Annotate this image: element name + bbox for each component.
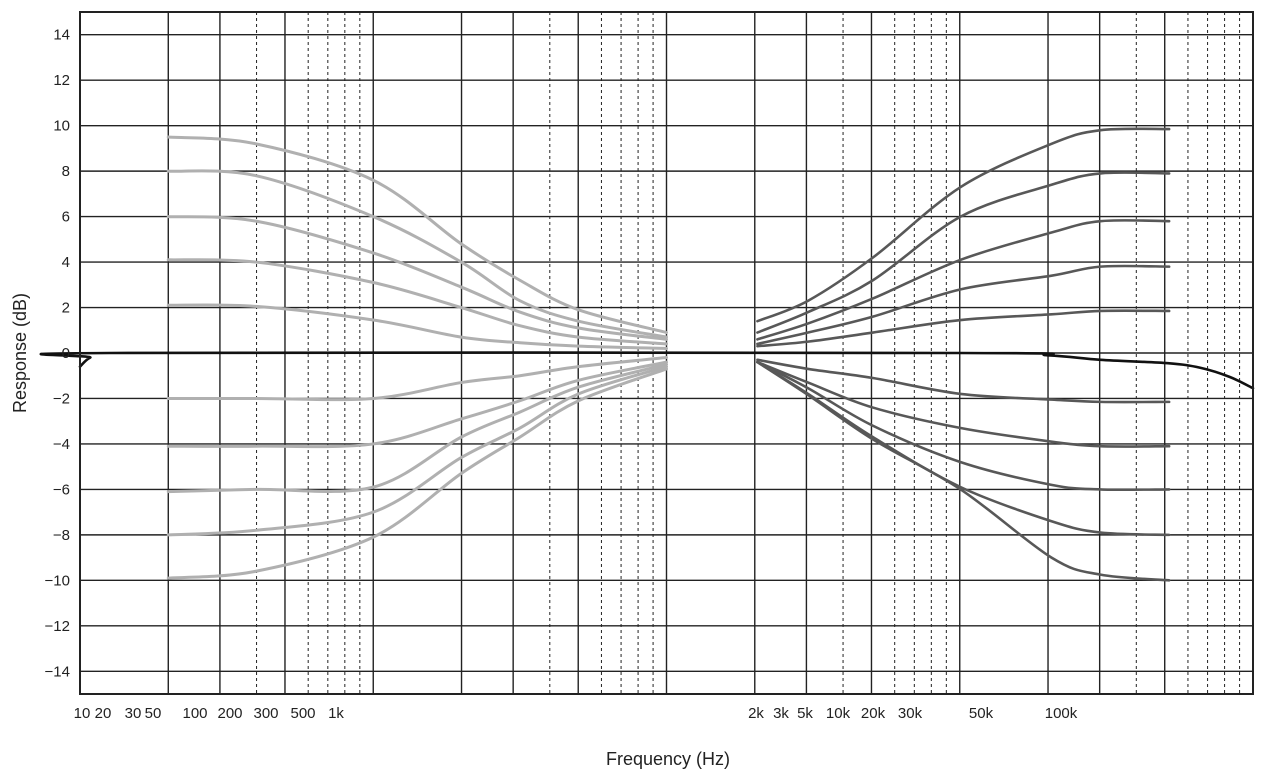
y-tick-label: −10 — [45, 572, 70, 589]
low-shelf-curve — [166, 135, 668, 335]
y-tick-label: 4 — [62, 254, 70, 271]
y-tick-label: 2 — [62, 300, 70, 317]
x-tick-label: 100 — [182, 705, 207, 722]
x-tick-label: 30k — [898, 705, 923, 722]
y-tick-label: −12 — [45, 618, 70, 635]
x-tick-label: 2k — [748, 705, 764, 722]
y-axis-title: Response (dB) — [10, 293, 30, 413]
low-shelf-curve — [166, 356, 668, 402]
x-tick-label: 300 — [253, 705, 278, 722]
x-tick-label: 50k — [969, 705, 994, 722]
low-shelf-curve — [166, 365, 668, 537]
y-tick-labels: 14 12 10 8 6 4 2 0 −2 −4 −6 −8 −10 −12 −14 — [45, 27, 70, 681]
y-tick-label: 14 — [53, 27, 70, 44]
low-shelf-curve — [166, 258, 668, 346]
low-shelf-curve — [166, 360, 668, 449]
high-shelf-curve — [756, 358, 1171, 404]
curves — [39, 127, 1255, 582]
x-tick-label: 100k — [1045, 705, 1078, 722]
x-tick-label: 200 — [217, 705, 242, 722]
high-shelf-curve — [756, 264, 1171, 346]
x-tick-label: 10 — [74, 705, 91, 722]
low-shelf-curve — [166, 169, 668, 339]
x-tick-label: 20 — [95, 705, 112, 722]
x-tick-label: 1k — [328, 705, 344, 722]
high-shelf-curve — [756, 360, 1171, 582]
high-shelf-curve — [756, 360, 1171, 492]
x-tick-label: 20k — [861, 705, 886, 722]
y-tick-label: −4 — [53, 436, 70, 453]
x-tick-labels: 10 20 30 50 100 200 300 500 1k 2k 3k 5k 10k 20k 30k 50k… — [74, 705, 1078, 722]
x-tick-label: 5k — [797, 705, 813, 722]
flat-curve — [39, 351, 1255, 390]
x-tick-label: 30 — [125, 705, 142, 722]
high-shelf-curve — [756, 360, 1171, 448]
y-tick-label: 6 — [62, 209, 70, 226]
low-shelf-curve — [166, 362, 668, 494]
y-tick-label: 0 — [62, 345, 70, 362]
x-axis-title: Frequency (Hz) — [606, 749, 730, 769]
x-tick-label: 10k — [826, 705, 851, 722]
y-tick-label: −2 — [53, 390, 70, 407]
x-tick-label: 50 — [145, 705, 162, 722]
y-tick-label: 12 — [53, 72, 70, 89]
y-tick-label: 10 — [53, 118, 70, 135]
low-shelf-curve — [166, 215, 668, 341]
y-tick-label: 8 — [62, 163, 70, 180]
high-shelf-curve — [756, 309, 1171, 348]
low-shelf-curve — [166, 303, 668, 350]
high-shelf-curve — [756, 127, 1171, 323]
x-tick-label: 500 — [290, 705, 315, 722]
low-shelf-curve — [166, 367, 668, 580]
y-tick-label: −8 — [53, 527, 70, 544]
y-tick-label: −14 — [45, 663, 70, 680]
high-shelf-curve — [756, 171, 1171, 334]
plot-frame — [79, 11, 1254, 695]
high-shelf-curve — [756, 219, 1171, 341]
y-tick-label: −6 — [53, 481, 70, 498]
x-tick-label: 3k — [773, 705, 789, 722]
